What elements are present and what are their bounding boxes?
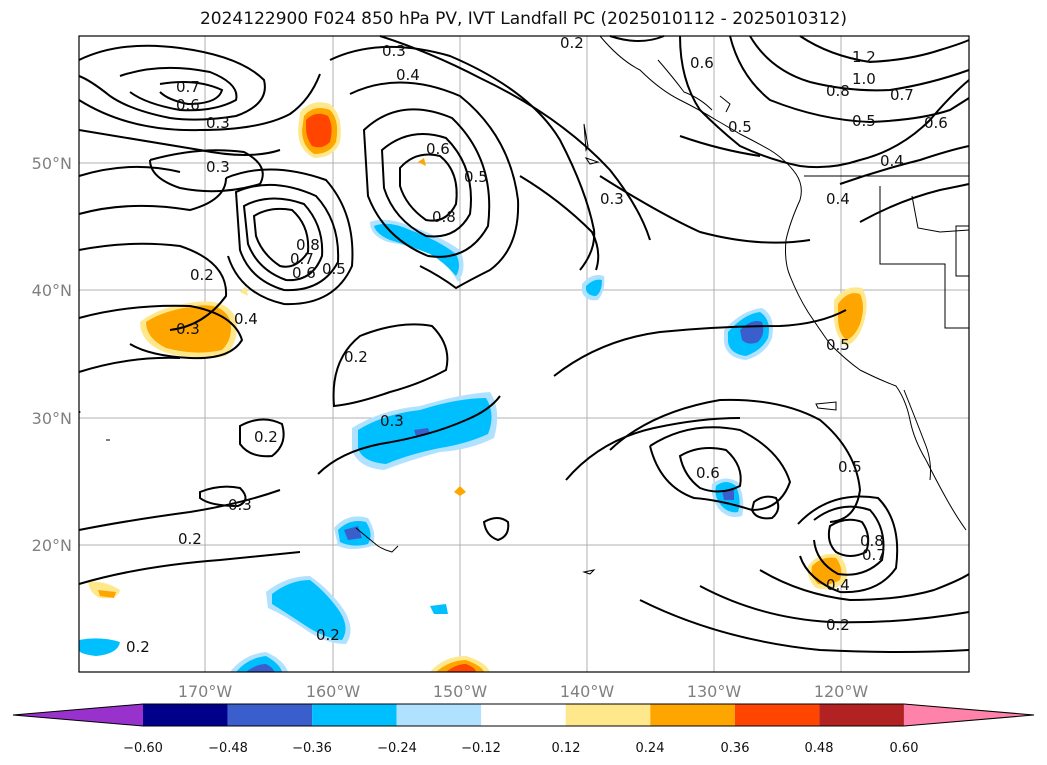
colorbar-tick-label: −0.60 bbox=[123, 741, 163, 756]
contour-label: 0.4 bbox=[826, 190, 850, 208]
lon-tick-label: 120°W bbox=[814, 682, 869, 701]
contour-label: 0.2 bbox=[190, 266, 214, 284]
lon-tick-label: 170°W bbox=[178, 682, 233, 701]
colorbar-bin bbox=[481, 704, 566, 726]
colorbar-tick-label: 0.48 bbox=[805, 741, 834, 756]
contour-label: 0.6 bbox=[690, 54, 714, 72]
contour-label: 0.5 bbox=[838, 458, 862, 476]
contour-label: 0.6 bbox=[924, 114, 948, 132]
contour-label: 1.0 bbox=[852, 70, 876, 88]
colorbar-bin bbox=[650, 704, 735, 726]
contour-label: 0.2 bbox=[254, 428, 278, 446]
contour-label: 0.5 bbox=[728, 118, 752, 136]
lat-tick-labels: 50°N 40°N 30°N 20°N bbox=[32, 154, 72, 555]
contour-label: 0.5 bbox=[464, 168, 488, 186]
contour-label: 0.2 bbox=[316, 626, 340, 644]
colorbar-bin bbox=[565, 704, 651, 726]
colorbar-extend-high bbox=[903, 704, 1034, 726]
colorbar: −0.60 −0.48 −0.36 −0.24 −0.12 0.12 0.24 … bbox=[12, 703, 1035, 756]
colorbar-bin bbox=[312, 704, 397, 726]
contour-label: 0.7 bbox=[290, 250, 314, 268]
contour-label: 1.2 bbox=[852, 48, 876, 66]
contour-label: 0.8 bbox=[296, 236, 320, 254]
lat-tick-label: 50°N bbox=[32, 154, 72, 173]
colorbar-tick-label: 0.36 bbox=[721, 741, 750, 756]
colorbar-tick-label: −0.48 bbox=[208, 741, 248, 756]
contour-label: 0.7 bbox=[862, 546, 886, 564]
lon-tick-label: 150°W bbox=[433, 682, 488, 701]
contour-label: 0.4 bbox=[880, 152, 904, 170]
contour-label: 0.3 bbox=[228, 496, 252, 514]
contour-label: 0.8 bbox=[860, 532, 884, 550]
contour-label: 0.3 bbox=[206, 114, 230, 132]
contour-label: 0.8 bbox=[432, 208, 456, 226]
contour-label: 0.7 bbox=[176, 78, 200, 96]
contour-label: 0.4 bbox=[396, 66, 420, 84]
lon-tick-label: 130°W bbox=[687, 682, 742, 701]
colorbar-bin bbox=[396, 704, 482, 726]
map-frame bbox=[78, 35, 970, 673]
lon-tick-label: 160°W bbox=[306, 682, 361, 701]
contour-label-layer: 1.2 1.0 0.8 0.7 0.6 0.5 0.4 0.3 0.2 0.3 … bbox=[126, 34, 948, 656]
contour-label: 0.3 bbox=[380, 412, 404, 430]
contour-label: 0.5 bbox=[852, 112, 876, 130]
lat-tick-label: 30°N bbox=[32, 409, 72, 428]
colorbar-bin bbox=[819, 704, 904, 726]
contour-label: 0.6 bbox=[176, 96, 200, 114]
colorbar-tick-labels: −0.60 −0.48 −0.36 −0.24 −0.12 0.12 0.24 … bbox=[123, 741, 918, 756]
contour-label: 0.2 bbox=[344, 348, 368, 366]
contour-label: 0.6 bbox=[292, 264, 316, 282]
contour-label: 0.2 bbox=[560, 34, 584, 52]
lon-tick-labels: 170°W 160°W 150°W 140°W 130°W 120°W bbox=[178, 682, 869, 701]
colorbar-tick-label: −0.24 bbox=[377, 741, 417, 756]
colorbar-extend-low bbox=[13, 704, 143, 726]
pv-contours bbox=[78, 35, 970, 653]
lat-tick-label: 40°N bbox=[32, 281, 72, 300]
colorbar-tick-label: −0.36 bbox=[292, 741, 332, 756]
contour-label: 0.3 bbox=[382, 42, 406, 60]
colorbar-bin bbox=[227, 704, 313, 726]
colorbar-tick-label: 0.60 bbox=[890, 741, 919, 756]
contour-label: 0.4 bbox=[234, 310, 258, 328]
colorbar-bin bbox=[734, 704, 820, 726]
colorbar-outline bbox=[12, 703, 1035, 727]
colorbar-tick-label: −0.12 bbox=[461, 741, 501, 756]
contour-label: 0.2 bbox=[826, 616, 850, 634]
contour-label: 0.5 bbox=[322, 260, 346, 278]
plot-title: 2024122900 F024 850 hPa PV, IVT Landfall… bbox=[199, 9, 847, 29]
contour-label: 0.8 bbox=[826, 82, 850, 100]
contour-label: 0.3 bbox=[206, 158, 230, 176]
contour-label: 0.7 bbox=[890, 86, 914, 104]
ivt-shading bbox=[79, 102, 867, 672]
colorbar-tick-label: 0.24 bbox=[636, 741, 665, 756]
contour-label: 0.4 bbox=[826, 576, 850, 594]
contour-label: 0.6 bbox=[696, 464, 720, 482]
contour-label: 0.2 bbox=[126, 638, 150, 656]
contour-label: 0.2 bbox=[178, 530, 202, 548]
lat-tick-label: 20°N bbox=[32, 536, 72, 555]
colorbar-bin bbox=[143, 704, 228, 726]
colorbar-tick-label: 0.12 bbox=[552, 741, 581, 756]
lon-tick-label: 140°W bbox=[560, 682, 615, 701]
contour-label: 0.6 bbox=[426, 140, 450, 158]
contour-label: 0.3 bbox=[176, 320, 200, 338]
contour-label: 0.3 bbox=[600, 190, 624, 208]
contour-label: 0.5 bbox=[826, 336, 850, 354]
